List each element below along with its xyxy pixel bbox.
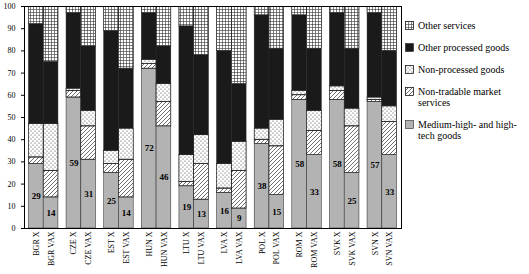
svg-text:14: 14 (122, 208, 132, 218)
svg-text:ROM X: ROM X (295, 231, 304, 257)
svg-text:58: 58 (295, 159, 305, 169)
svg-text:SVN VAX: SVN VAX (385, 231, 394, 265)
svg-text:EST X: EST X (107, 231, 116, 253)
svg-text:72: 72 (145, 143, 155, 153)
svg-text:57: 57 (370, 160, 380, 170)
html-text:Non-tradable market services: Non-tradable market services (418, 86, 501, 108)
html-text:Medium-high- and high-tech goo: Medium-high- and high-tech goods (418, 119, 517, 141)
svg-text:HUN VAX: HUN VAX (159, 231, 168, 267)
svg-text:LVA X: LVA X (220, 231, 229, 253)
svg-text:20: 20 (8, 180, 16, 189)
svg-text:16: 16 (220, 206, 230, 216)
svg-text:80: 80 (8, 46, 16, 55)
svg-text:58: 58 (333, 159, 343, 169)
svg-text:SVK VAX: SVK VAX (348, 231, 357, 265)
svg-text:EST VAX: EST VAX (122, 231, 131, 263)
svg-text:25: 25 (348, 196, 358, 206)
svg-text:9: 9 (237, 213, 242, 223)
svg-text:13: 13 (197, 209, 207, 219)
html-text:Other processed goods: Other processed goods (418, 42, 510, 53)
svg-text:33: 33 (385, 187, 395, 197)
svg-text:31: 31 (84, 189, 94, 199)
svg-text:19: 19 (182, 202, 192, 212)
svg-text:0: 0 (12, 224, 16, 233)
svg-text:CZE X: CZE X (69, 231, 78, 254)
svg-text:LVA VAX: LVA VAX (235, 231, 244, 264)
svg-text:SVK X: SVK X (333, 231, 342, 255)
svg-text:POL VAX: POL VAX (272, 231, 281, 264)
svg-text:59: 59 (69, 158, 79, 168)
svg-text:BGR VAX: BGR VAX (47, 231, 56, 266)
svg-text:38: 38 (258, 181, 268, 191)
svg-text:ROM VAX: ROM VAX (310, 231, 319, 268)
svg-text:SVN X: SVN X (371, 231, 380, 255)
svg-text:30: 30 (8, 157, 16, 166)
svg-text:14: 14 (47, 208, 57, 218)
svg-text:CZE VAX: CZE VAX (84, 231, 93, 264)
svg-text:46: 46 (159, 172, 169, 182)
html-text:Non-processed goods: Non-processed goods (418, 64, 505, 75)
svg-text:BGR X: BGR X (32, 231, 41, 255)
svg-text:50: 50 (8, 113, 16, 122)
svg-text:33: 33 (310, 187, 320, 197)
svg-text:90: 90 (8, 24, 16, 33)
svg-text:29: 29 (32, 191, 42, 201)
svg-text:25: 25 (107, 196, 117, 206)
html-text:Other services: Other services (418, 20, 476, 31)
svg-text:LTU X: LTU X (182, 231, 191, 254)
svg-text:10: 10 (8, 202, 16, 211)
svg-text:POL X: POL X (258, 231, 267, 254)
svg-text:70: 70 (8, 69, 16, 78)
svg-text:40: 40 (8, 135, 16, 144)
svg-text:100: 100 (4, 2, 16, 11)
svg-text:HUN X: HUN X (145, 231, 154, 256)
svg-text:LTU VAX: LTU VAX (197, 231, 206, 264)
svg-text:60: 60 (8, 91, 16, 100)
svg-text:15: 15 (272, 207, 282, 217)
